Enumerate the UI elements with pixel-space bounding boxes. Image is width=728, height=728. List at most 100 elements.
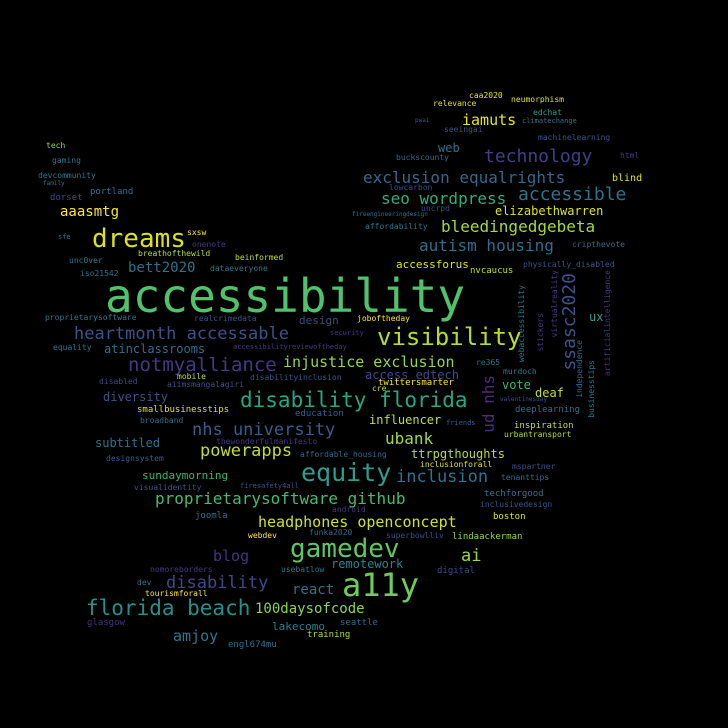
word-uncrpd: uncrpd bbox=[421, 204, 450, 213]
word-influencer: influencer bbox=[369, 413, 442, 427]
word-iamuts: iamuts bbox=[462, 111, 517, 129]
word-subtitled: subtitled bbox=[95, 436, 161, 450]
word-pwai: pwai bbox=[415, 117, 430, 124]
word-equity: equity bbox=[301, 458, 392, 487]
word-joboftheday: joboftheday bbox=[357, 314, 410, 323]
word-injustice-exclusion: injustice exclusion bbox=[283, 353, 455, 371]
word-machinelearning: machinelearning bbox=[538, 133, 611, 142]
word-virtualreality: virtualreality bbox=[550, 270, 559, 338]
word-autism-housing: autism housing bbox=[419, 236, 554, 255]
word-nhs-university: nhs university bbox=[192, 420, 336, 440]
word-deaf: deaf bbox=[535, 386, 564, 400]
word-designsystem: designsystem bbox=[106, 454, 164, 463]
word-vote: vote bbox=[502, 378, 531, 392]
word-beinformed: beinformed bbox=[235, 253, 284, 262]
word-education: education bbox=[295, 409, 344, 419]
word-tenanttips: tenanttips bbox=[501, 473, 550, 482]
word-dorset: dorset bbox=[50, 193, 83, 203]
word-100daysofcode: 100daysofcode bbox=[255, 601, 365, 617]
word-dev: dev bbox=[137, 578, 152, 587]
word-exclusion-equalrights: exclusion equalrights bbox=[363, 168, 566, 187]
word-ud-nhs: ud nhs bbox=[479, 375, 498, 433]
word-mspartner: mspartner bbox=[512, 462, 556, 471]
word-unc0ver: unc0ver bbox=[69, 256, 103, 265]
word-technology: technology bbox=[484, 146, 593, 167]
word-breathofthewild: breathofthewild bbox=[138, 249, 211, 258]
word-nomoreborders: nomoreborders bbox=[150, 565, 213, 574]
word-usebatlow: usebatlow bbox=[281, 565, 325, 574]
word-proprietarysoftware-github: proprietarysoftware github bbox=[155, 489, 406, 508]
word-devcommunity: devcommunity bbox=[38, 171, 96, 180]
word-urbantransport: urbantransport bbox=[504, 430, 572, 439]
word-equality: equality bbox=[53, 343, 92, 352]
word-realcrimedata: realcrimedata bbox=[194, 314, 257, 323]
word-access-edtech: access edtech bbox=[365, 368, 459, 382]
word-twittersmarter: twittersmarter bbox=[378, 378, 454, 388]
word-training: training bbox=[307, 630, 351, 640]
word-diversity: diversity bbox=[103, 390, 169, 404]
word-joomla: joomla bbox=[195, 511, 228, 521]
word-glasgow: glasgow bbox=[87, 618, 125, 628]
word-stickers: stickers bbox=[536, 313, 545, 352]
word-sundaymorning: sundaymorning bbox=[142, 469, 229, 482]
word-webdev: webdev bbox=[248, 531, 277, 540]
word-murdoch: murdoch bbox=[503, 367, 537, 376]
word-heartmonth-accessable: heartmonth accessable bbox=[74, 324, 289, 344]
word-a11y: a11y bbox=[342, 566, 420, 604]
word-disability-florida: disability florida bbox=[240, 388, 468, 412]
word-design: design bbox=[299, 314, 339, 327]
word-funka2020: funka2020 bbox=[309, 528, 353, 537]
word-visualidentity: visualidentity bbox=[134, 483, 202, 492]
word-iso21542: iso21542 bbox=[80, 269, 119, 278]
word-amjoy: amjoy bbox=[173, 627, 219, 645]
word-seattle: seattle bbox=[340, 618, 378, 628]
word-ubank: ubank bbox=[385, 429, 434, 448]
word-sfe: sfe bbox=[58, 233, 71, 241]
word-affordable-housing: affordable_housing bbox=[300, 450, 387, 459]
word-caa2020: caa2020 bbox=[469, 91, 503, 100]
word-onenote: onenote bbox=[192, 240, 226, 249]
word-seeingai: seeingai bbox=[444, 125, 483, 134]
word-gamedev: gamedev bbox=[290, 534, 400, 564]
word-android: android bbox=[332, 505, 366, 514]
word-ttrpgthoughts: ttrpgthoughts bbox=[411, 447, 505, 461]
word-accessforus: accessforus bbox=[396, 258, 469, 271]
word-html: html bbox=[620, 151, 640, 160]
word-nvcaucus: nvcaucus bbox=[470, 266, 514, 276]
word-lindaackerman: lindaackerman bbox=[452, 532, 523, 542]
word-dataeveryone: dataeveryone bbox=[210, 264, 268, 273]
word-portland: portland bbox=[90, 187, 134, 197]
word-physically-disabled: physically_disabled bbox=[523, 260, 615, 269]
word-bleedingedgebeta: bleedingedgebeta bbox=[441, 217, 596, 236]
word-powerapps: powerapps bbox=[200, 441, 293, 461]
word-thewonderfulmanifesto: thewonderfulmanifesto bbox=[216, 437, 318, 446]
word-elizabethwarren: elizabethwarren bbox=[495, 204, 604, 218]
word-cre: cre bbox=[372, 384, 387, 393]
word-mobile: mobile bbox=[177, 372, 206, 381]
word-gaming: gaming bbox=[52, 156, 81, 165]
word-accessible: accessible bbox=[518, 184, 627, 205]
word-ai: ai bbox=[461, 546, 482, 566]
word-neumorphism: neumorphism bbox=[511, 95, 564, 104]
word-webaccessibility: webaccessibility bbox=[517, 285, 526, 363]
word-smallbusinesstips: smallbusinesstips bbox=[137, 405, 230, 415]
word-techforgood: techforgood bbox=[484, 489, 544, 499]
word-tourismforall: tourismforall bbox=[145, 589, 208, 598]
word-inspiration: inspiration bbox=[514, 421, 574, 431]
word-florida-beach: florida beach bbox=[86, 596, 251, 620]
word-lowcarbon: lowcarbon bbox=[389, 183, 433, 192]
word-bett2020: bett2020 bbox=[128, 260, 196, 276]
word-cripthevote: cripthevote bbox=[572, 240, 625, 249]
word-blind: blind bbox=[612, 173, 643, 184]
word-atinclassrooms: atinclassrooms bbox=[104, 342, 206, 356]
word-deeplearning: deeplearning bbox=[515, 405, 581, 415]
word-web: web bbox=[438, 141, 460, 155]
word-buckscounty: buckscounty bbox=[396, 153, 449, 162]
word-remotework: remotework bbox=[331, 557, 404, 571]
word-accessibilityreviewoftheday: accessibilityreviewoftheday bbox=[233, 343, 347, 351]
word-businesstips: businesstips bbox=[587, 360, 596, 418]
word-tech: tech bbox=[46, 141, 66, 150]
word-digital: digital bbox=[437, 566, 475, 576]
word-edchat: edchat bbox=[533, 108, 562, 117]
